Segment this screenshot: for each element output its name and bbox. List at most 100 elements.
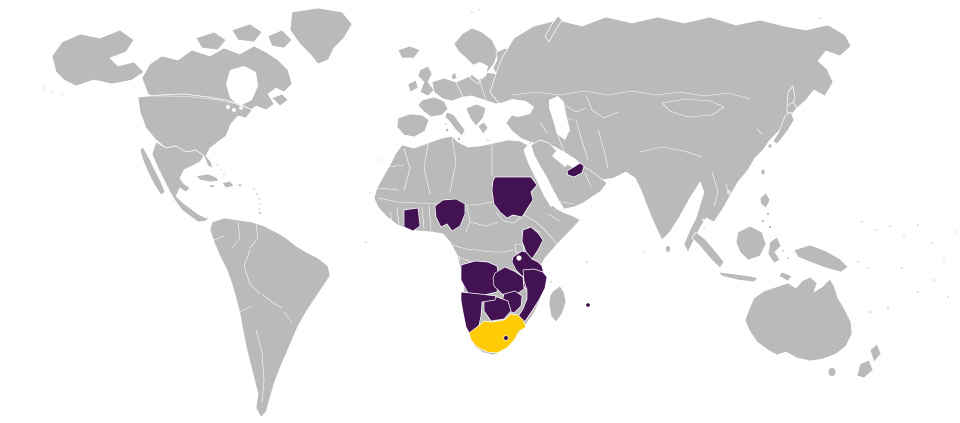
island-sulawesi	[767, 236, 782, 264]
island-jamaica	[209, 184, 215, 188]
landmass-asia	[489, 16, 852, 253]
country-south-africa	[468, 313, 527, 354]
landmasses	[51, 7, 882, 418]
island-sumatra	[691, 231, 725, 269]
island-crete	[486, 138, 490, 142]
island-dot	[874, 228, 878, 232]
country-border-lines	[145, 75, 763, 403]
island-dot	[900, 266, 904, 270]
island-dot	[868, 310, 872, 314]
landmass-arctic-islands	[195, 23, 293, 51]
island-dot	[866, 266, 870, 270]
country-nigeria	[434, 198, 466, 232]
island-dot	[219, 168, 223, 172]
island-dot	[549, 280, 553, 284]
lake-victoria-group	[516, 255, 522, 261]
lake-victoria	[516, 255, 522, 261]
island-hokkaido	[786, 101, 798, 115]
island-dot	[856, 260, 860, 264]
landmass-alaska	[51, 29, 145, 87]
highlighted-countries	[403, 162, 590, 354]
island-dot	[585, 260, 589, 264]
island-dot	[818, 16, 822, 20]
landmass-iberia	[396, 113, 430, 138]
island-puerto-rico	[237, 183, 243, 187]
country-ghana	[403, 207, 421, 232]
island-dot	[702, 226, 706, 230]
country-mozambique	[516, 268, 548, 325]
sea-black	[494, 99, 534, 117]
lake-great-lakes	[239, 106, 243, 110]
island-dot	[477, 8, 481, 12]
island-honshu	[772, 111, 795, 145]
island-novaya-zemlya	[544, 15, 563, 43]
island-dot	[902, 235, 906, 239]
country-botswana	[483, 296, 512, 322]
country-uae	[566, 162, 585, 178]
lake-great-lakes	[232, 108, 236, 112]
island-dot	[380, 158, 384, 162]
island-dot	[886, 306, 890, 310]
island-corsica	[444, 122, 448, 126]
landmass-south-america	[209, 217, 331, 418]
country-sudan	[491, 176, 538, 219]
peninsula-baja	[139, 146, 166, 196]
island-dot	[942, 257, 946, 261]
islands-philippines	[759, 192, 771, 209]
island-dot	[368, 191, 372, 195]
island-ireland	[407, 79, 419, 93]
lake-great-lakes	[226, 105, 230, 109]
sea-baltic	[470, 62, 488, 80]
island-dot	[953, 230, 957, 234]
island-dot	[257, 197, 261, 201]
country-kenya	[521, 226, 544, 260]
island-tasmania	[827, 367, 837, 377]
island-sri-lanka	[665, 245, 671, 253]
island-dot	[215, 163, 219, 167]
island-dot	[786, 256, 790, 260]
island-newfoundland	[271, 93, 289, 107]
island-sicily	[457, 137, 461, 141]
country-lesotho-marker	[503, 335, 509, 341]
island-dot	[888, 224, 892, 228]
island-dot	[222, 172, 226, 176]
island-dot	[258, 211, 262, 215]
inland-seas	[226, 62, 570, 207]
island-new-guinea	[793, 244, 849, 273]
island-dot	[766, 212, 770, 216]
island-madagascar	[548, 285, 567, 323]
island-kyushu	[767, 143, 773, 149]
island-dot	[761, 219, 765, 223]
island-borneo	[735, 225, 767, 261]
island-cuba	[195, 173, 220, 183]
country-zambia	[492, 266, 525, 297]
island-dot	[255, 192, 259, 196]
island-iceland	[397, 45, 421, 59]
island-dot	[257, 207, 261, 211]
island-dot	[946, 295, 950, 299]
island-hispaniola	[221, 180, 235, 189]
island-great-britain	[417, 65, 435, 97]
landmass-denmark	[450, 71, 458, 81]
island-dot	[252, 187, 256, 191]
island-dot	[768, 225, 772, 229]
small-island-dots	[42, 8, 957, 314]
island-java	[717, 271, 759, 283]
island-nz-south	[856, 359, 874, 379]
landmass-france	[417, 96, 449, 118]
island-dot	[916, 223, 920, 227]
country-namibia	[460, 291, 497, 337]
sea-hudson-bay	[226, 66, 258, 106]
landmass-greece	[477, 121, 489, 135]
island-dot	[258, 202, 262, 206]
landmass-greenland	[289, 7, 353, 65]
landmass-australia	[744, 276, 853, 362]
island-dot	[42, 86, 46, 90]
sea-caspian	[549, 96, 570, 140]
enclave-cabinda-box	[455, 256, 460, 261]
sea-persian-gulf	[552, 151, 569, 167]
island-dot	[364, 240, 368, 244]
island-dot	[642, 250, 646, 254]
country-mauritius-marker	[586, 303, 590, 307]
